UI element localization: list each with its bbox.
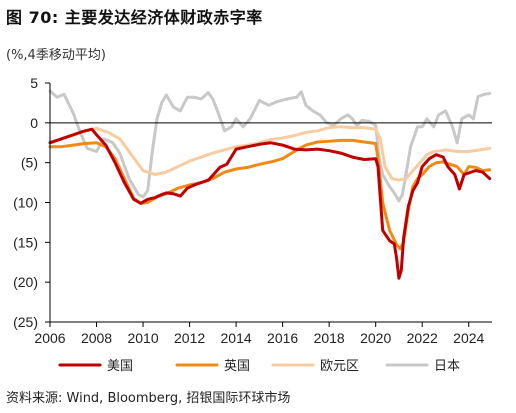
x-tick-label: 2024 [453, 330, 484, 346]
y-tick-label: 0 [30, 115, 38, 131]
x-tick-label: 2020 [360, 330, 391, 346]
y-tick-label: (5) [21, 155, 38, 171]
x-tick-label: 2018 [314, 330, 345, 346]
series-line-1 [48, 125, 492, 182]
figure-title: 图 70: 主要发达经济体财政赤字率 [6, 8, 263, 27]
y-tick-label: (20) [13, 274, 38, 290]
y-tick-label: 5 [30, 75, 38, 91]
y-tick-label: (15) [13, 234, 38, 250]
x-tick-label: 2008 [81, 330, 112, 346]
axis-layer: 5 0 (5) (10) (15) (20) (25)2006 2008 2010 2012 201… [13, 75, 492, 346]
legend: 美国 英国 欧元区 日本 [58, 359, 460, 374]
legend-label: 英国 [224, 359, 250, 374]
y-tick-label: (25) [13, 314, 38, 330]
x-tick-label: 2014 [221, 330, 252, 346]
source-note: 资料来源: Wind, Bloomberg, 招银国际环球市场 [6, 391, 291, 406]
unit-label: (%,4季移动平均) [6, 48, 106, 63]
y-tick-label: (10) [13, 195, 38, 211]
x-tick-label: 2010 [127, 330, 158, 346]
x-tick-label: 2022 [407, 330, 438, 346]
x-tick-label: 2016 [267, 330, 298, 346]
fiscal-deficit-line-chart: 5 0 (5) (10) (15) (20) (25)2006 2008 2010 2012 201… [13, 75, 492, 374]
x-tick-label: 2006 [34, 330, 65, 346]
series-line-3 [48, 127, 492, 280]
x-tick-label: 2012 [174, 330, 205, 346]
series-line-0 [48, 89, 492, 203]
series-layer [48, 89, 492, 280]
legend-label: 欧元区 [320, 359, 359, 374]
legend-label: 日本 [434, 359, 460, 374]
legend-label: 美国 [107, 359, 133, 374]
